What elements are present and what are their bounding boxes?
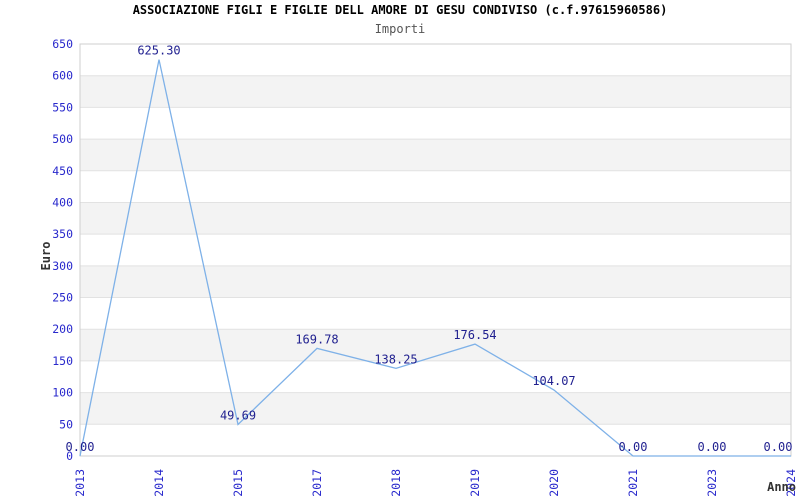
plot-band bbox=[80, 75, 791, 108]
data-point-label: 169.78 bbox=[295, 332, 338, 346]
y-tick-label: 100 bbox=[52, 386, 73, 400]
data-line bbox=[79, 59, 791, 457]
x-tick-label: 2014 bbox=[152, 469, 166, 497]
plot-band bbox=[80, 139, 791, 171]
y-tick-label: 250 bbox=[52, 291, 73, 305]
data-point-label: 138.25 bbox=[374, 352, 417, 366]
y-tick-label: 0 bbox=[66, 449, 73, 463]
x-tick-label: 2024 bbox=[784, 469, 798, 497]
chart-title: ASSOCIAZIONE FIGLI E FIGLIE DELL AMORE D… bbox=[132, 3, 668, 17]
y-tick-label: 400 bbox=[52, 195, 73, 209]
y-tick-label: 600 bbox=[52, 69, 73, 83]
x-tick-label: 2017 bbox=[310, 469, 324, 497]
y-axis-tick-labels: 0 50 100 150 200 250 300 350 400 450 500 550 600 650 bbox=[52, 37, 73, 463]
x-tick-label: 2019 bbox=[468, 469, 482, 497]
x-tick-label: 2021 bbox=[626, 469, 640, 497]
x-tick-label: 2013 bbox=[73, 469, 87, 497]
plot-border bbox=[79, 43, 792, 457]
x-tick-label: 2023 bbox=[705, 469, 719, 497]
y-tick-label: 50 bbox=[59, 417, 73, 431]
data-point-label: 104.07 bbox=[532, 374, 575, 388]
plot-band bbox=[80, 202, 791, 235]
plot-bands bbox=[80, 75, 791, 425]
x-tick-label: 2018 bbox=[389, 469, 403, 497]
y-tick-label: 150 bbox=[52, 354, 73, 368]
data-point-label: 0.00 bbox=[698, 440, 727, 454]
data-point-label: 176.54 bbox=[453, 328, 496, 342]
x-tick-label: 2015 bbox=[231, 469, 245, 497]
plot-band bbox=[80, 265, 791, 298]
data-point-label: 0.00 bbox=[619, 440, 648, 454]
data-point-label: 0.00 bbox=[66, 440, 95, 454]
y-tick-label: 200 bbox=[52, 322, 73, 336]
chart-subtitle: Importi bbox=[374, 22, 426, 36]
y-tick-label: 300 bbox=[52, 259, 73, 273]
x-tick-label: 2020 bbox=[547, 469, 561, 497]
x-axis-tick-labels: 2013 2014 2015 2017 2018 2019 2020 2021 2023 2024 bbox=[73, 469, 798, 497]
x-axis-title: Anno bbox=[767, 480, 796, 494]
y-tick-label: 450 bbox=[52, 164, 73, 178]
y-tick-label: 350 bbox=[52, 227, 73, 241]
data-point-label: 0.00 bbox=[764, 440, 793, 454]
data-point-labels: 0.00 625.30 49.69 169.78 138.25 176.54 104.07 0… bbox=[66, 44, 793, 454]
y-tick-label: 650 bbox=[52, 37, 73, 51]
y-tick-label: 550 bbox=[52, 100, 73, 114]
y-tick-label: 500 bbox=[52, 132, 73, 146]
data-point-label: 625.30 bbox=[137, 44, 180, 58]
y-axis-title: Euro bbox=[39, 242, 53, 271]
data-point-label: 49.69 bbox=[220, 409, 256, 423]
plot-band bbox=[80, 392, 791, 425]
gridlines bbox=[80, 43, 791, 425]
